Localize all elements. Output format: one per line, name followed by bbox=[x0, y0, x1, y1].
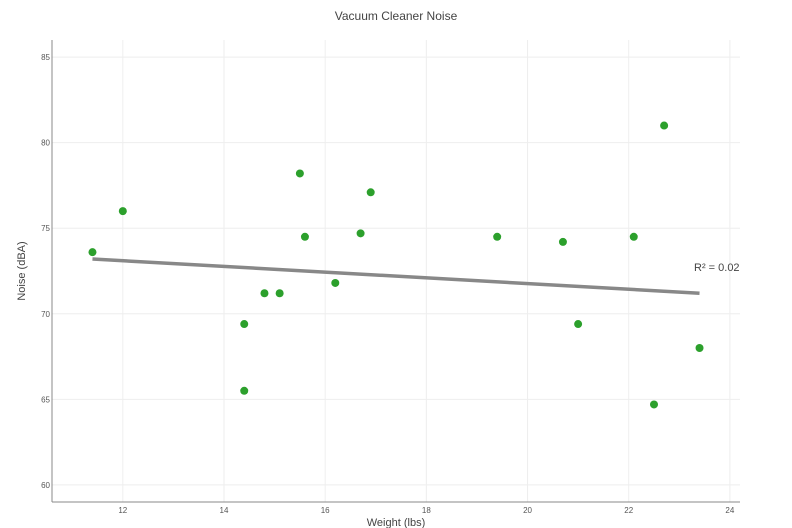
y-tick-label: 85 bbox=[41, 53, 50, 62]
trend-line bbox=[92, 257, 700, 295]
tick-labels: 12 14 16 18 20 22 24 60 65 70 75 80 85 bbox=[41, 53, 735, 515]
x-tick-label: 14 bbox=[220, 506, 229, 515]
x-tick-label: 18 bbox=[422, 506, 431, 515]
y-tick-label: 80 bbox=[41, 139, 50, 148]
x-tick-label: 16 bbox=[321, 506, 330, 515]
data-point bbox=[240, 320, 249, 329]
y-tick-label: 60 bbox=[41, 481, 50, 490]
y-tick-label: 75 bbox=[41, 224, 50, 233]
grid bbox=[52, 40, 740, 502]
data-point bbox=[356, 229, 365, 238]
data-point bbox=[558, 237, 567, 246]
data-points bbox=[88, 121, 704, 409]
data-point bbox=[574, 320, 583, 329]
data-point bbox=[88, 248, 97, 257]
data-point bbox=[331, 278, 340, 287]
x-tick-label: 20 bbox=[523, 506, 532, 515]
data-point bbox=[300, 232, 309, 241]
data-point bbox=[275, 289, 284, 298]
x-tick-label: 12 bbox=[118, 506, 127, 515]
data-point bbox=[660, 121, 669, 130]
x-tick-label: 22 bbox=[624, 506, 633, 515]
data-point bbox=[118, 207, 127, 216]
x-axis-label: Weight (lbs) bbox=[367, 517, 425, 528]
data-point bbox=[260, 289, 269, 298]
data-point bbox=[493, 232, 502, 241]
y-tick-label: 70 bbox=[41, 310, 50, 319]
data-point bbox=[240, 386, 249, 395]
data-point bbox=[295, 169, 304, 178]
data-point bbox=[366, 188, 375, 197]
y-tick-label: 65 bbox=[41, 395, 50, 404]
chart-title: Vacuum Cleaner Noise bbox=[335, 9, 458, 23]
r-squared-label: R² = 0.02 bbox=[694, 262, 740, 274]
y-axis-label: Noise (dBA) bbox=[16, 241, 28, 300]
x-tick-label: 24 bbox=[725, 506, 734, 515]
data-point bbox=[629, 232, 638, 241]
axes bbox=[51, 40, 740, 503]
data-point bbox=[695, 344, 704, 352]
data-point bbox=[650, 400, 658, 409]
